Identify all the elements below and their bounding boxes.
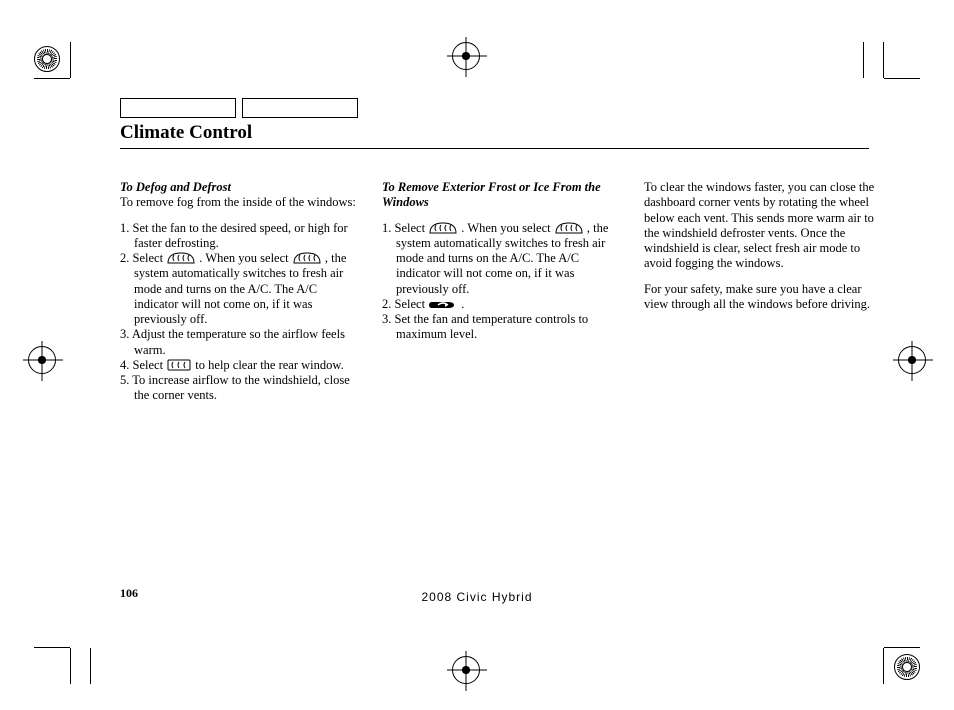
title-rule bbox=[120, 148, 869, 149]
step-text: Select bbox=[395, 297, 426, 311]
col3-p1: To clear the windows faster, you can clo… bbox=[644, 180, 884, 272]
col3-p2: For your safety, make sure you have a cl… bbox=[644, 282, 884, 313]
col1-steps: 1. Set the fan to the desired speed, or … bbox=[120, 221, 360, 404]
registration-burst-top-left bbox=[34, 46, 60, 72]
defrost-front-icon bbox=[428, 221, 458, 235]
crop-mark bbox=[34, 647, 70, 648]
col1-intro-text: To remove fog from the inside of the win… bbox=[120, 195, 356, 209]
header-tab-box bbox=[242, 98, 358, 118]
footer-text: 2008 Civic Hybrid bbox=[0, 590, 954, 604]
crop-mark bbox=[70, 648, 71, 684]
step-text: . When you select bbox=[199, 251, 288, 265]
title-block: Climate Control bbox=[120, 122, 869, 149]
crop-mark bbox=[884, 647, 920, 648]
page-root: Climate Control To Defog and Defrost To … bbox=[0, 0, 954, 710]
crop-mark bbox=[883, 648, 884, 684]
crop-mark bbox=[34, 78, 70, 79]
col1-heading: To Defog and Defrost bbox=[120, 180, 231, 194]
page-title: Climate Control bbox=[120, 122, 869, 144]
list-item: 4. Select to help clear the rear window. bbox=[120, 358, 360, 373]
step-text: Select bbox=[133, 251, 164, 265]
crop-mark bbox=[70, 42, 71, 78]
list-item: 1. Select . When you select , the system… bbox=[382, 221, 622, 297]
step-text: Set the fan to the desired speed, or hig… bbox=[133, 221, 348, 250]
registration-left bbox=[28, 346, 56, 374]
list-item: 2. Select . bbox=[382, 297, 622, 312]
step-text: To increase airflow to the windshield, c… bbox=[132, 373, 349, 402]
defrost-front-icon bbox=[166, 251, 196, 265]
col2-heading: To Remove Exterior Frost or Ice From the… bbox=[382, 180, 601, 209]
step-text: Select bbox=[395, 221, 426, 235]
column-3: To clear the windows faster, you can clo… bbox=[644, 180, 884, 404]
defrost-front-icon bbox=[554, 221, 584, 235]
step-text: Select bbox=[133, 358, 164, 372]
crop-mark bbox=[884, 78, 920, 79]
defrost-rear-icon bbox=[166, 358, 192, 372]
col2-steps: 1. Select . When you select , the system… bbox=[382, 221, 622, 343]
registration-bottom bbox=[452, 656, 480, 684]
col1-intro: To Defog and Defrost To remove fog from … bbox=[120, 180, 360, 211]
header-tab-box bbox=[120, 98, 236, 118]
step-text: to help clear the rear window. bbox=[195, 358, 343, 372]
crop-mark bbox=[863, 42, 864, 78]
column-2: To Remove Exterior Frost or Ice From the… bbox=[382, 180, 622, 404]
list-item: 5. To increase airflow to the windshield… bbox=[120, 373, 360, 404]
registration-top bbox=[452, 42, 480, 70]
registration-burst-bottom-right bbox=[894, 654, 920, 680]
step-text: Adjust the temperature so the airflow fe… bbox=[132, 327, 345, 356]
list-item: 1. Set the fan to the desired speed, or … bbox=[120, 221, 360, 252]
step-text: . bbox=[461, 297, 464, 311]
list-item: 2. Select . When you select , the system… bbox=[120, 251, 360, 327]
column-1: To Defog and Defrost To remove fog from … bbox=[120, 180, 360, 404]
step-text: . When you select bbox=[461, 221, 550, 235]
content-columns: To Defog and Defrost To remove fog from … bbox=[120, 180, 884, 404]
crop-mark bbox=[90, 648, 91, 684]
registration-right bbox=[898, 346, 926, 374]
recirculate-icon bbox=[428, 299, 458, 311]
defrost-front-icon bbox=[292, 251, 322, 265]
crop-mark bbox=[883, 42, 884, 78]
step-text: Set the fan and temperature controls to … bbox=[395, 312, 589, 341]
header-tabs bbox=[120, 98, 358, 118]
list-item: 3. Adjust the temperature so the airflow… bbox=[120, 327, 360, 358]
list-item: 3. Set the fan and temperature controls … bbox=[382, 312, 622, 343]
